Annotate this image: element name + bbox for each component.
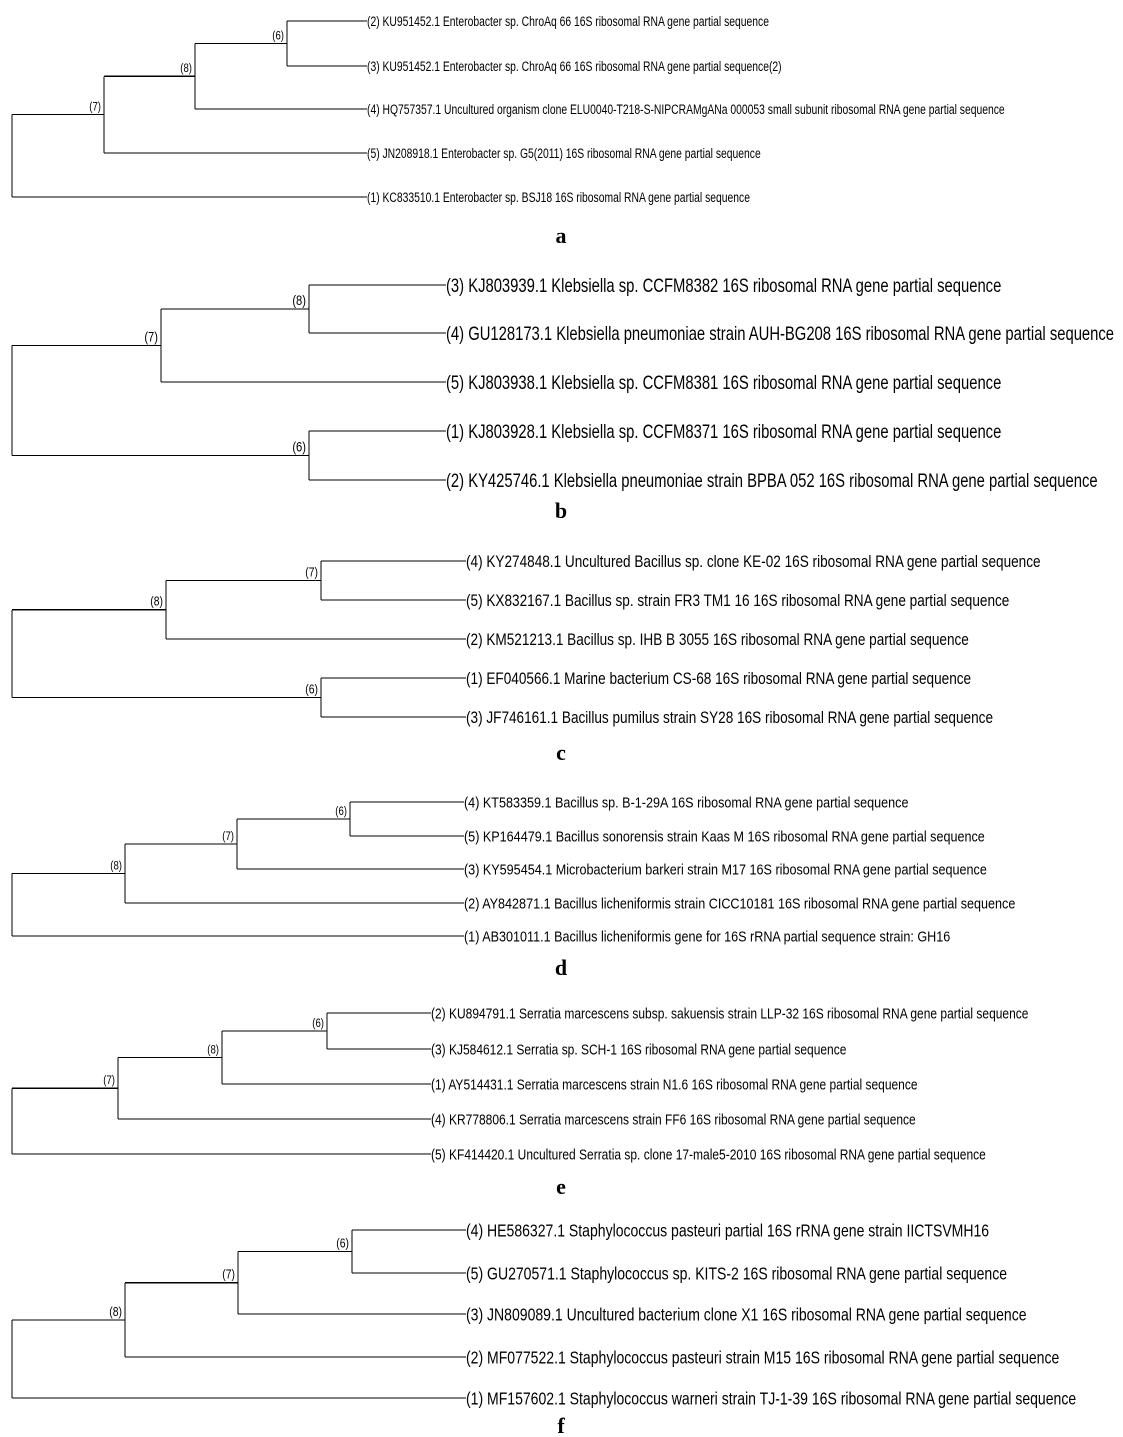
node-label-n7: (7) bbox=[305, 565, 318, 579]
leaf-label-L2: (2) KU951452.1 Enterobacter sp. ChroAq 6… bbox=[367, 14, 769, 30]
node-label-n8: (8) bbox=[110, 860, 122, 873]
leaf-label-L4: (4) HQ757357.1 Uncultured organism clone… bbox=[367, 102, 1005, 118]
node-label-n8: (8) bbox=[109, 1305, 122, 1319]
node-label-n6: (6) bbox=[335, 805, 347, 818]
node-label-n8: (8) bbox=[292, 293, 306, 308]
tree-panel-e: (6) (8) (7) (2) KU894791.1 Serratia marcesc… bbox=[11, 1005, 1028, 1199]
node-label-n8: (8) bbox=[150, 595, 163, 609]
leaf-label-L4: (4) HE586327.1 Staphylococcus pasteuri p… bbox=[466, 1221, 989, 1241]
leaf-label-L4: (4) GU128173.1 Klebsiella pneumoniae str… bbox=[446, 323, 1114, 344]
leaf-label-L1: (1) MF157602.1 Staphylococcus warneri st… bbox=[466, 1389, 1076, 1409]
node-label-n8: (8) bbox=[180, 62, 192, 75]
node-label-n6: (6) bbox=[312, 1017, 324, 1030]
leaf-label-L5: (5) KP164479.1 Bacillus sonorensis strai… bbox=[464, 827, 985, 844]
tree-panel-a: (6) (8) (7) (2) KU951452.1 Enterobacter sp.… bbox=[11, 14, 1005, 248]
tree-panel-f: (6) (7) (8) (4) HE586327.1 Staphylococcus p… bbox=[11, 1221, 1076, 1437]
leaf-label-L3: (3) KJ584612.1 Serratia sp. SCH-1 16S ri… bbox=[431, 1041, 846, 1058]
leaf-label-L3: (3) KU951452.1 Enterobacter sp. ChroAq 6… bbox=[367, 59, 782, 75]
leaf-label-L4: (4) KT583359.1 Bacillus sp. B-1-29A 16S … bbox=[464, 793, 909, 810]
leaf-label-L1: (1) AY514431.1 Serratia marcescens strai… bbox=[431, 1076, 918, 1093]
leaf-label-L5: (5) GU270571.1 Staphylococcus sp. KITS-2… bbox=[466, 1264, 1007, 1284]
leaf-label-L1: (1) KJ803928.1 Klebsiella sp. CCFM8371 1… bbox=[446, 421, 1001, 442]
leaf-label-L5: (5) JN208918.1 Enterobacter sp. G5(2011)… bbox=[367, 146, 761, 162]
leaf-label-L2: (2) KY425746.1 Klebsiella pneumoniae str… bbox=[446, 470, 1098, 491]
leaf-label-L5: (5) KX832167.1 Bacillus sp. strain FR3 T… bbox=[466, 592, 1009, 611]
leaf-label-L2: (2) KU894791.1 Serratia marcescens subsp… bbox=[431, 1005, 1028, 1022]
leaf-label-L2: (2) MF077522.1 Staphylococcus pasteuri s… bbox=[466, 1348, 1059, 1368]
leaf-label-L2: (2) AY842871.1 Bacillus licheniformis st… bbox=[464, 894, 1016, 911]
leaf-label-L5: (5) KJ803938.1 Klebsiella sp. CCFM8381 1… bbox=[446, 372, 1001, 393]
node-label-n6: (6) bbox=[292, 439, 306, 454]
node-label-n6: (6) bbox=[272, 30, 284, 43]
node-label-n7: (7) bbox=[222, 1268, 235, 1282]
leaf-label-L5: (5) KF414420.1 Uncultured Serratia sp. c… bbox=[431, 1146, 986, 1163]
tree-panel-b: (8) (7) (6) (3) KJ803939.1 Klebsiella sp. C… bbox=[11, 275, 1114, 523]
leaf-label-L2: (2) KM521213.1 Bacillus sp. IHB B 3055 1… bbox=[466, 631, 969, 650]
node-label-n7: (7) bbox=[222, 830, 234, 843]
node-label-n6: (6) bbox=[336, 1236, 349, 1250]
panel-letter-d: d bbox=[555, 955, 567, 980]
tree-panel-c: (7) (8) (6) (4) KY274848.1 Uncultured Bacil… bbox=[11, 553, 1041, 765]
node-label-n7: (7) bbox=[144, 329, 158, 344]
panel-letter-f: f bbox=[557, 1413, 565, 1437]
panel-letter-b: b bbox=[555, 498, 567, 523]
panel-letter-c: c bbox=[556, 740, 566, 765]
node-label-n6: (6) bbox=[305, 682, 318, 696]
leaf-label-L1: (1) AB301011.1 Bacillus licheniformis ge… bbox=[464, 927, 951, 944]
tree-panel-d: (6) (7) (8) (4) KT583359.1 Bacillus sp. B-1… bbox=[11, 793, 1016, 980]
panel-letter-a: a bbox=[556, 223, 567, 248]
leaf-label-L3: (3) KY595454.1 Microbacterium barkeri st… bbox=[464, 860, 987, 877]
leaf-label-L4: (4) KR778806.1 Serratia marcescens strai… bbox=[431, 1111, 916, 1128]
leaf-label-L1: (1) EF040566.1 Marine bacterium CS-68 16… bbox=[466, 670, 971, 689]
leaf-label-L1: (1) KC833510.1 Enterobacter sp. BSJ18 16… bbox=[367, 190, 750, 206]
node-label-n8: (8) bbox=[207, 1044, 219, 1057]
leaf-label-L3: (3) JF746161.1 Bacillus pumilus strain S… bbox=[466, 709, 993, 728]
leaf-label-L3: (3) KJ803939.1 Klebsiella sp. CCFM8382 1… bbox=[446, 275, 1001, 296]
leaf-label-L4: (4) KY274848.1 Uncultured Bacillus sp. c… bbox=[466, 553, 1041, 572]
node-label-n7: (7) bbox=[103, 1074, 115, 1087]
panel-letter-e: e bbox=[556, 1174, 566, 1199]
node-label-n7: (7) bbox=[89, 101, 101, 114]
leaf-label-L3: (3) JN809089.1 Uncultured bacterium clon… bbox=[466, 1305, 1027, 1325]
